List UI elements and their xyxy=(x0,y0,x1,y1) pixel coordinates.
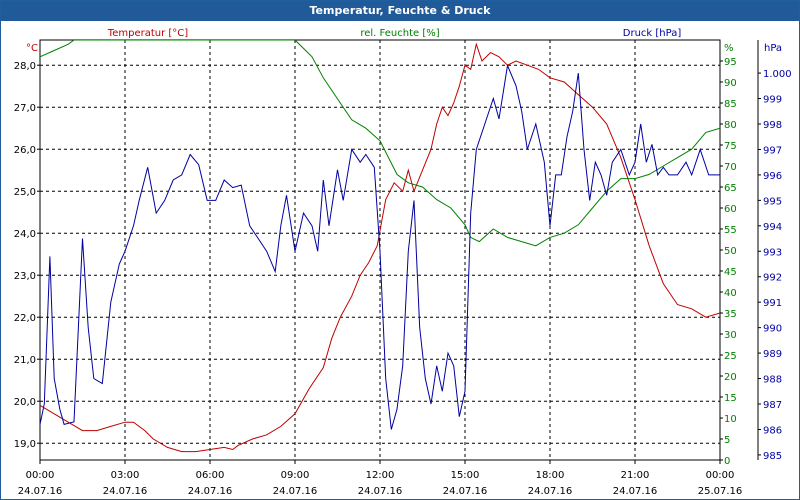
humidity-tick-label: 40 xyxy=(724,288,737,299)
temperature-tick-label: 24,0 xyxy=(14,229,36,240)
chart-title: Temperatur, Feuchte & Druck xyxy=(1,1,799,21)
date-tick-label: 25.07.16 xyxy=(698,486,743,497)
humidity-tick-label: 15 xyxy=(724,393,737,404)
humidity-tick-label: 80 xyxy=(724,120,737,131)
humidity-tick-label: 35 xyxy=(724,309,737,320)
time-tick-label: 00:00 xyxy=(706,470,735,481)
pressure-tick-label: 994 xyxy=(763,222,782,233)
humidity-tick-label: 30 xyxy=(724,330,737,341)
humidity-tick-label: 70 xyxy=(724,162,737,173)
pressure-tick-label: 992 xyxy=(763,273,782,284)
humidity-tick-label: 0 xyxy=(724,456,730,467)
humidity-tick-label: 90 xyxy=(724,78,737,89)
legend-pressure: Druck [hPa] xyxy=(623,28,682,39)
pressure-tick-label: 995 xyxy=(763,196,782,207)
time-tick-label: 18:00 xyxy=(536,470,565,481)
temperature-tick-label: 23,0 xyxy=(14,271,36,282)
pressure-tick-label: 1.000 xyxy=(763,69,792,80)
date-tick-label: 24.07.16 xyxy=(103,486,148,497)
temperature-tick-label: 27,0 xyxy=(14,103,36,114)
humidity-tick-label: 50 xyxy=(724,246,737,257)
temperature-tick-label: 19,0 xyxy=(14,439,36,450)
humidity-tick-label: 25 xyxy=(724,351,737,362)
pressure-tick-label: 996 xyxy=(763,171,782,182)
time-tick-label: 00:00 xyxy=(26,470,55,481)
temperature-unit: °C xyxy=(26,43,38,54)
time-tick-label: 09:00 xyxy=(281,470,310,481)
date-tick-label: 24.07.16 xyxy=(443,486,488,497)
legend-humidity: rel. Feuchte [%] xyxy=(360,28,439,39)
series-lines xyxy=(40,40,720,453)
pressure-tick-label: 990 xyxy=(763,324,782,335)
pressure-tick-label: 999 xyxy=(763,95,782,106)
humidity-tick-label: 55 xyxy=(724,225,737,236)
humidity-tick-label: 75 xyxy=(724,141,737,152)
time-tick-label: 15:00 xyxy=(451,470,480,481)
pressure-tick-label: 986 xyxy=(763,425,782,436)
humidity-tick-label: 65 xyxy=(724,183,737,194)
temperature-tick-label: 28,0 xyxy=(14,61,36,72)
date-tick-label: 24.07.16 xyxy=(528,486,573,497)
pressure-tick-label: 985 xyxy=(763,451,782,462)
temperature-tick-label: 20,0 xyxy=(14,397,36,408)
date-tick-label: 24.07.16 xyxy=(273,486,318,497)
humidity-tick-label: 5 xyxy=(724,435,730,446)
humidity-line xyxy=(40,40,720,247)
humidity-tick-label: 85 xyxy=(724,99,737,110)
temperature-tick-label: 25,0 xyxy=(14,187,36,198)
humidity-tick-label: 60 xyxy=(724,204,737,215)
date-tick-label: 24.07.16 xyxy=(613,486,658,497)
humidity-tick-label: 95 xyxy=(724,57,737,68)
time-axis: 00:00 24.07.16 03:00 24.07.16 06:00 24.07.16 0… xyxy=(18,460,743,497)
legend-temperature: Temperatur [°C] xyxy=(107,28,188,39)
pressure-tick-label: 993 xyxy=(763,247,782,258)
date-tick-label: 24.07.16 xyxy=(188,486,233,497)
pressure-tick-label: 997 xyxy=(763,145,782,156)
pressure-tick-label: 989 xyxy=(763,349,782,360)
humidity-tick-label: 10 xyxy=(724,414,737,425)
pressure-tick-label: 988 xyxy=(763,375,782,386)
time-tick-label: 21:00 xyxy=(621,470,650,481)
temperature-tick-label: 26,0 xyxy=(14,145,36,156)
pressure-tick-label: 987 xyxy=(763,400,782,411)
temperature-tick-label: 21,0 xyxy=(14,355,36,366)
date-tick-label: 24.07.16 xyxy=(358,486,403,497)
pressure-axis: 1.000 999 998 997 996 995 994 993 992 991 990 989 98… xyxy=(757,40,792,462)
humidity-tick-label: 45 xyxy=(724,267,737,278)
time-tick-label: 06:00 xyxy=(196,470,225,481)
temperature-axis: 28,0 27,0 26,0 25,0 24,0 23,0 22,0 21,0 20,0 19,0 xyxy=(14,61,40,450)
pressure-tick-label: 998 xyxy=(763,120,782,131)
axis-headers: °C Temperatur [°C] rel. Feuchte [%] Druc… xyxy=(26,28,782,54)
humidity-unit: % xyxy=(724,43,734,54)
temperature-tick-label: 22,0 xyxy=(14,313,36,324)
pressure-line xyxy=(40,63,720,430)
pressure-unit: hPa xyxy=(764,43,782,54)
pressure-tick-label: 991 xyxy=(763,298,782,309)
humidity-tick-label: 20 xyxy=(724,372,737,383)
date-tick-label: 24.07.16 xyxy=(18,486,63,497)
time-tick-label: 03:00 xyxy=(111,470,140,481)
time-tick-label: 12:00 xyxy=(366,470,395,481)
